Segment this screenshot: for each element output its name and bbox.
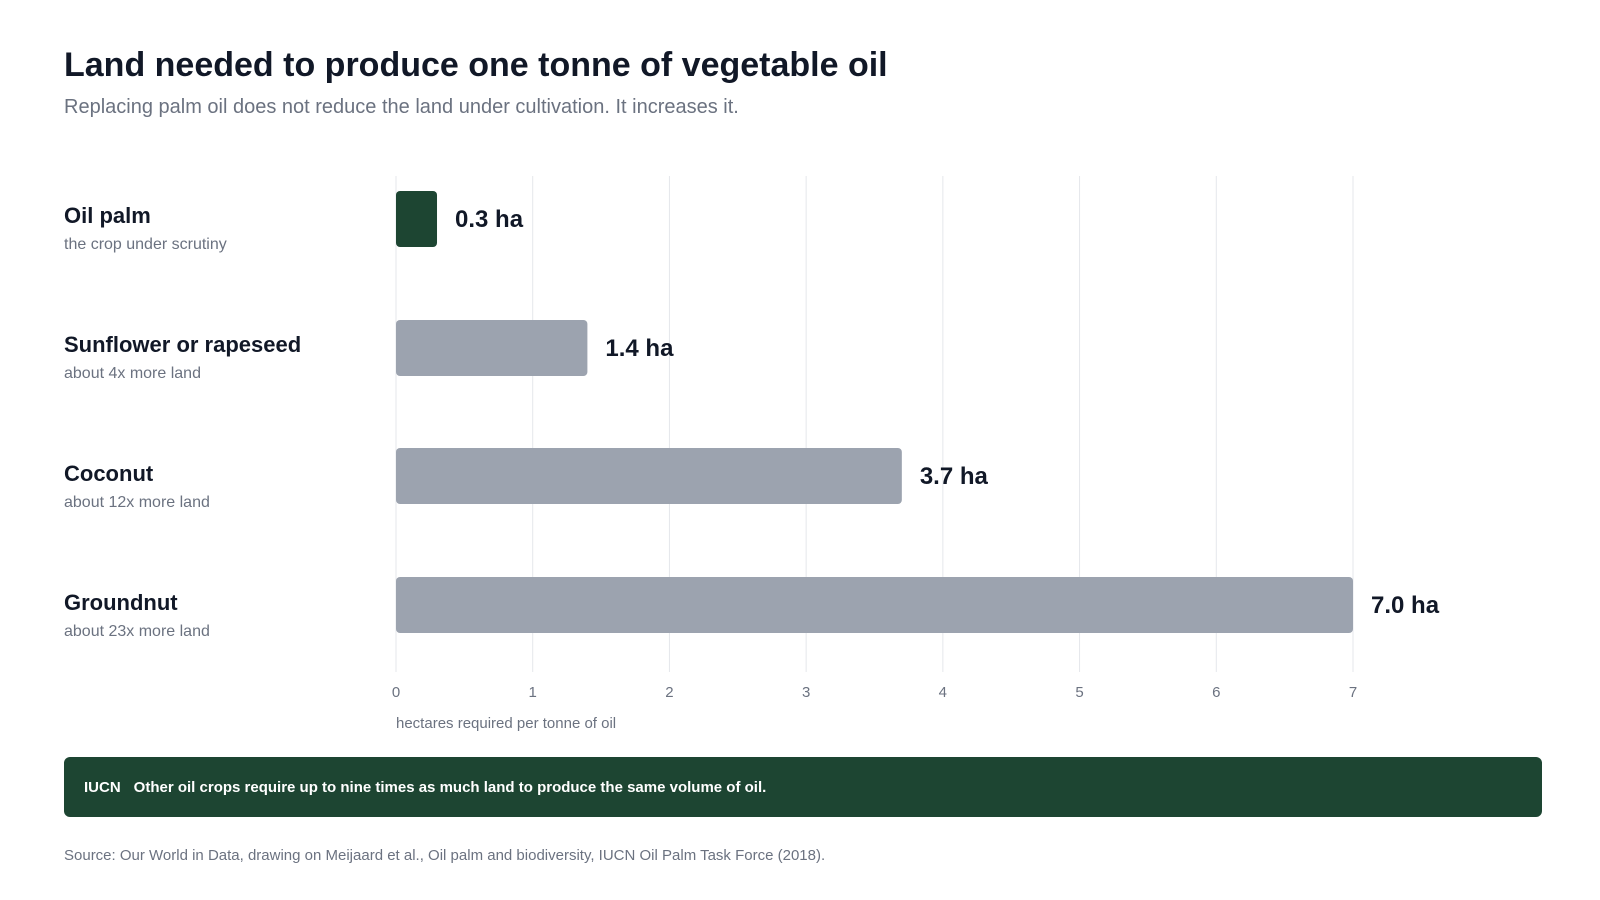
x-tick-label: 3 xyxy=(802,684,810,701)
banner-text: Other oil crops require up to nine times… xyxy=(133,778,767,796)
banner-tag: IUCN xyxy=(84,778,121,796)
source-note: Source: Our World in Data, drawing on Me… xyxy=(64,847,826,864)
category-label-groundnut: Groundnut xyxy=(64,590,178,615)
bar-value-label: 1.4 ha xyxy=(605,335,674,362)
x-tick-label: 2 xyxy=(665,684,673,701)
category-note-groundnut: about 23x more land xyxy=(64,623,210,640)
chart-subtitle: Replacing palm oil does not reduce the l… xyxy=(64,96,739,118)
category-label-sunflower-rapeseed: Sunflower or rapeseed xyxy=(64,332,302,357)
category-label-oil-palm: Oil palm xyxy=(64,203,151,228)
bar xyxy=(396,320,588,376)
category-note-coconut: about 12x more land xyxy=(64,494,210,511)
bar-value-label: 0.3 ha xyxy=(455,206,524,233)
bar-chart: 0.3 ha 1.4 ha 3.7 ha 7.0 ha 0 1 2 3 4 5 6 7 hectares… xyxy=(392,176,1440,732)
bar-value-label: 7.0 ha xyxy=(1371,592,1440,619)
bar xyxy=(396,448,902,504)
x-axis-label: hectares required per tonne of oil xyxy=(396,715,616,732)
bar xyxy=(396,577,1353,633)
category-note-oil-palm: the crop under scrutiny xyxy=(64,236,227,253)
x-tick-label: 4 xyxy=(939,684,947,701)
bar xyxy=(396,191,438,247)
x-tick-label: 7 xyxy=(1349,684,1357,701)
category-note-sunflower-rapeseed: about 4x more land xyxy=(64,365,201,382)
category-label-coconut: Coconut xyxy=(64,461,154,486)
x-tick-label: 5 xyxy=(1075,684,1083,701)
chart-title: Land needed to produce one tonne of vege… xyxy=(64,46,888,84)
x-tick-label: 6 xyxy=(1212,684,1220,701)
bar-value-label: 3.7 ha xyxy=(920,463,989,490)
callout-banner: IUCN Other oil crops require up to nine … xyxy=(64,757,1542,817)
x-tick-label: 0 xyxy=(392,684,400,701)
x-tick-label: 1 xyxy=(529,684,537,701)
